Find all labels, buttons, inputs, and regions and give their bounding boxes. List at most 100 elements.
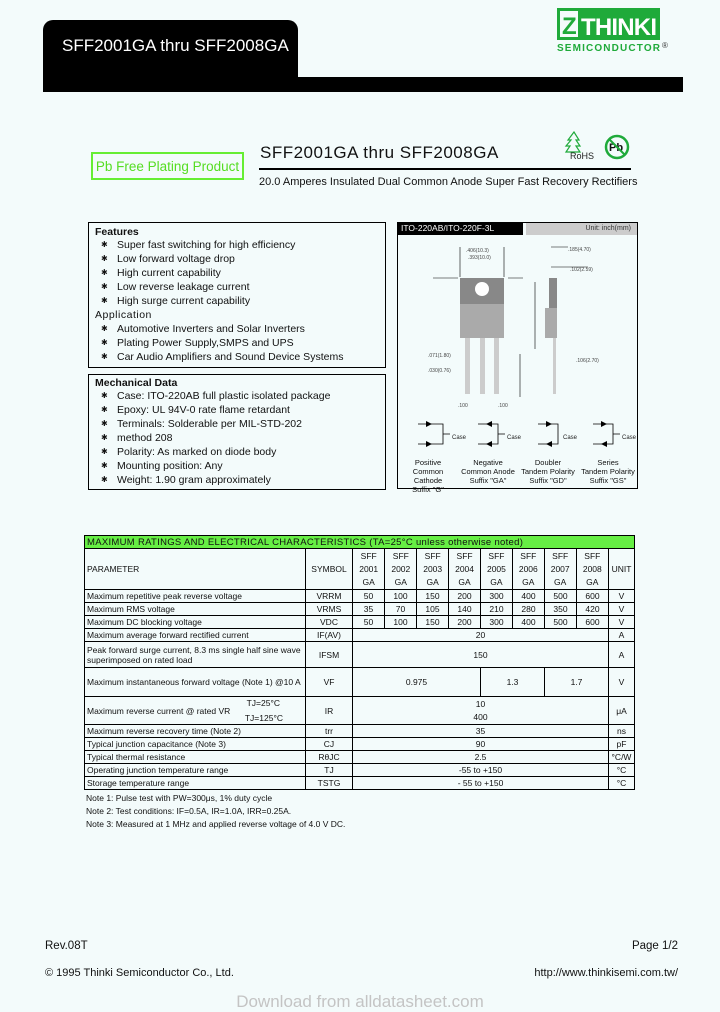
header-title: SFF2001GA thru SFF2008GA xyxy=(62,36,289,55)
symbol-cell: IFSM xyxy=(305,641,353,668)
table-row: Operating junction temperature range TJ -5… xyxy=(84,763,635,777)
value-cell: 500 xyxy=(544,615,577,629)
value-cell: 90 xyxy=(352,737,609,751)
param-cell: Typical thermal resistance xyxy=(84,750,306,764)
mechanical-heading: Mechanical Data xyxy=(95,377,178,389)
symbol-cell: CJ xyxy=(305,737,353,751)
circuit-configurations: Case Case Case Case xyxy=(418,421,637,447)
header-parts: SFF 2001 GA SFF 2002 GA SFF 2003 GA SFF 2004 GA SFF 2… xyxy=(352,548,609,590)
revision: Rev.08T xyxy=(45,940,88,952)
svg-text:Case: Case xyxy=(507,435,522,441)
unit-cell: °C xyxy=(608,763,635,777)
symbol-cell: VRMS xyxy=(305,602,353,616)
table-row: Maximum reverse recovery time (Note 2) tr… xyxy=(84,724,635,738)
value-cell: 100 xyxy=(384,615,417,629)
svg-text:.106(2.70): .106(2.70) xyxy=(576,358,599,364)
value-cell: 140 xyxy=(448,602,481,616)
unit-cell: V xyxy=(608,667,635,697)
feature-item: Low reverse leakage current xyxy=(95,280,379,294)
document-subtitle: 20.0 Amperes Insulated Dual Common Anode… xyxy=(259,176,638,188)
mechanical-item: Epoxy: UL 94V-0 rate flame retardant xyxy=(95,403,379,417)
table-header: PARAMETER SYMBOL SFF 2001 GA SFF 2002 GA SFF 20… xyxy=(84,548,635,590)
mechanical-item: Mounting position: Any xyxy=(95,459,379,473)
header-unit: UNIT xyxy=(608,548,635,590)
method-text: method 208 xyxy=(117,432,173,444)
copyright: © 1995 Thinki Semiconductor Co., Ltd. xyxy=(45,967,234,979)
svg-text:.102(2.59): .102(2.59) xyxy=(570,267,593,273)
unit-cell: V xyxy=(608,589,635,603)
value-cell: 280 xyxy=(512,602,545,616)
table-row: Peak forward surge current, 8.3 ms singl… xyxy=(84,641,635,668)
table-row: Maximum reverse current @ rated VR TJ=25°… xyxy=(84,696,635,725)
header-parameter: PARAMETER xyxy=(84,548,306,590)
value-cell: 105 xyxy=(416,602,449,616)
header-bar xyxy=(43,77,683,92)
table-row: Maximum instantaneous forward voltage (N… xyxy=(84,667,635,697)
value-cell: 200 xyxy=(448,615,481,629)
value-cell: 0.975 xyxy=(352,667,481,697)
value-cell: 2.5 xyxy=(352,750,609,764)
value-cell: 200 xyxy=(448,589,481,603)
value-cell: -55 to +150 xyxy=(352,763,609,777)
symbol-cell: TJ xyxy=(305,763,353,777)
application-item: Plating Power Supply,SMPS and UPS xyxy=(95,336,379,350)
features-box: Features Super fast switching for high e… xyxy=(88,222,386,368)
symbol-cell: VDC xyxy=(305,615,353,629)
svg-text:Case: Case xyxy=(563,435,578,441)
rohs-label: RoHS xyxy=(570,151,595,161)
part-header: SFF 2002 GA xyxy=(384,549,418,589)
note-1: Note 1: Pulse test with PW=300μs, 1% dut… xyxy=(86,793,273,803)
rohs-tree-icon xyxy=(564,131,582,153)
param-cell: Peak forward surge current, 8.3 ms singl… xyxy=(84,641,306,668)
title-rule xyxy=(259,168,631,170)
part-header: SFF 2006 GA xyxy=(511,549,545,589)
part-header: SFF 2004 GA xyxy=(448,549,481,589)
table-row: Maximum repetitive peak reverse voltage V… xyxy=(84,589,635,603)
feature-item: High surge current capability xyxy=(95,294,379,308)
thinki-logo: Z THINKI SEMICONDUCTOR ® xyxy=(557,8,668,53)
unit-cell: ns xyxy=(608,724,635,738)
symbol-cell: RθJC xyxy=(305,750,353,764)
package-outline-drawing: .406(10.3).393(10.0) .185(4.70) .102(2.59)… xyxy=(428,246,599,409)
svg-text:SEMICONDUCTOR: SEMICONDUCTOR xyxy=(557,43,661,53)
param-cell: Maximum RMS voltage xyxy=(84,602,306,616)
unit-cell: A xyxy=(608,641,635,668)
application-heading: Application xyxy=(95,309,152,321)
value-cell: 10 400 xyxy=(352,696,609,725)
value-cell: - 55 to +150 xyxy=(352,776,609,790)
value-cell: 1.3 xyxy=(480,667,545,697)
rohs-badge: RoHS xyxy=(564,131,602,163)
website-link[interactable]: http://www.thinkisemi.com.tw/ xyxy=(534,967,678,979)
svg-text:Case: Case xyxy=(622,435,637,441)
table-row: Typical thermal resistance RθJC 2.5 °C/W xyxy=(84,750,635,764)
value-cell: 20 xyxy=(352,628,609,642)
value-cell: 1.7 xyxy=(544,667,609,697)
unit-cell: A xyxy=(608,628,635,642)
lead-free-icon: Pb xyxy=(604,134,630,160)
param-cell: Maximum DC blocking voltage xyxy=(84,615,306,629)
config-negative: Negative Common Anode Suffix "GA" xyxy=(461,458,515,485)
svg-text:Z: Z xyxy=(562,13,577,40)
part-header: SFF 2008 GA xyxy=(575,549,608,589)
value-cell: 350 xyxy=(544,602,577,616)
value-cell: 400 xyxy=(512,615,545,629)
param-cell: Maximum reverse current @ rated VR TJ=25°… xyxy=(84,696,306,725)
mechanical-box: Mechanical Data Case: ITO-220AB full pla… xyxy=(88,374,386,490)
value-cell: 50 xyxy=(352,615,385,629)
svg-text:THINKI: THINKI xyxy=(581,14,657,41)
svg-text:®: ® xyxy=(662,41,668,50)
value-cell: 150 xyxy=(352,641,609,668)
value-cell: 100 xyxy=(384,589,417,603)
config-doubler: Doubler Tandem Polarity Suffix "GD" xyxy=(521,458,575,485)
package-diagram: ITO-220AB/ITO-220F-3L Unit: inch(mm) .40… xyxy=(397,222,638,494)
unit-cell: V xyxy=(608,602,635,616)
symbol-cell: TSTG xyxy=(305,776,353,790)
config-labels: Positive Common Cathode Suffix "G" Negativ… xyxy=(398,458,638,494)
table-row: Typical junction capacitance (Note 3) CJ 9… xyxy=(84,737,635,751)
param-cell: Typical junction capacitance (Note 3) xyxy=(84,737,306,751)
symbol-cell: IF(AV) xyxy=(305,628,353,642)
value-cell: 300 xyxy=(480,589,513,603)
mechanical-item: Case: ITO-220AB full plastic isolated pa… xyxy=(95,389,379,403)
value-cell: 150 xyxy=(416,589,449,603)
value-cell: 600 xyxy=(576,589,609,603)
